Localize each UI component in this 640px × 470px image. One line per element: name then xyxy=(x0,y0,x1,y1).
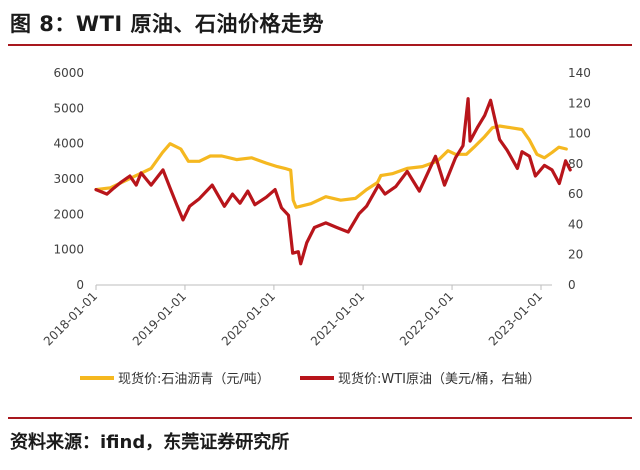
y-left-tick-label: 5000 xyxy=(53,101,84,115)
y-right-tick-label: 0 xyxy=(568,278,576,292)
y-left-tick-label: 0 xyxy=(76,278,84,292)
y-left-tick-label: 3000 xyxy=(53,172,84,186)
x-tick-label: 2023-01-01 xyxy=(486,289,545,348)
x-tick-label: 2021-01-01 xyxy=(308,289,367,348)
y-left-tick-label: 4000 xyxy=(53,137,84,151)
x-tick-label: 2019-01-01 xyxy=(130,289,189,348)
page-title: 图 8：WTI 原油、石油价格走势 xyxy=(10,12,325,36)
source-note: 资料来源：ifind，东莞证券研究所 xyxy=(10,432,290,453)
y-right-tick-label: 20 xyxy=(568,248,583,262)
y-right-tick-label: 40 xyxy=(568,217,583,231)
legend-label-wti: 现货价:WTI原油（美元/桶，右轴） xyxy=(338,371,540,387)
right-axis: 0 20 40 60 80 100 120 140 xyxy=(568,66,591,292)
legend: 现货价:石油沥青（元/吨） 现货价:WTI原油（美元/桶，右轴） xyxy=(80,371,540,387)
y-right-tick-label: 80 xyxy=(568,157,583,171)
x-tick-label: 2018-01-01 xyxy=(41,289,100,348)
legend-label-asphalt: 现货价:石油沥青（元/吨） xyxy=(118,371,270,387)
y-left-tick-label: 2000 xyxy=(53,207,84,221)
y-right-tick-label: 140 xyxy=(568,66,591,80)
y-right-tick-label: 120 xyxy=(568,96,591,110)
series-layer xyxy=(94,97,572,266)
y-right-tick-label: 100 xyxy=(568,127,591,141)
y-left-tick-label: 6000 xyxy=(53,66,84,80)
y-left-tick-label: 1000 xyxy=(53,243,84,257)
title-divider xyxy=(8,44,632,46)
series-line-asphalt xyxy=(94,124,568,209)
series-line-wti xyxy=(94,97,572,266)
x-axis: 2018-01-01 2019-01-01 2020-01-01 2021-01-01… xyxy=(41,285,545,348)
footer-divider xyxy=(8,417,632,419)
y-right-tick-label: 60 xyxy=(568,187,583,201)
left-axis: 0 1000 2000 3000 4000 5000 6000 xyxy=(53,66,84,292)
x-tick-label: 2022-01-01 xyxy=(397,289,456,348)
x-tick-label: 2020-01-01 xyxy=(219,289,278,348)
